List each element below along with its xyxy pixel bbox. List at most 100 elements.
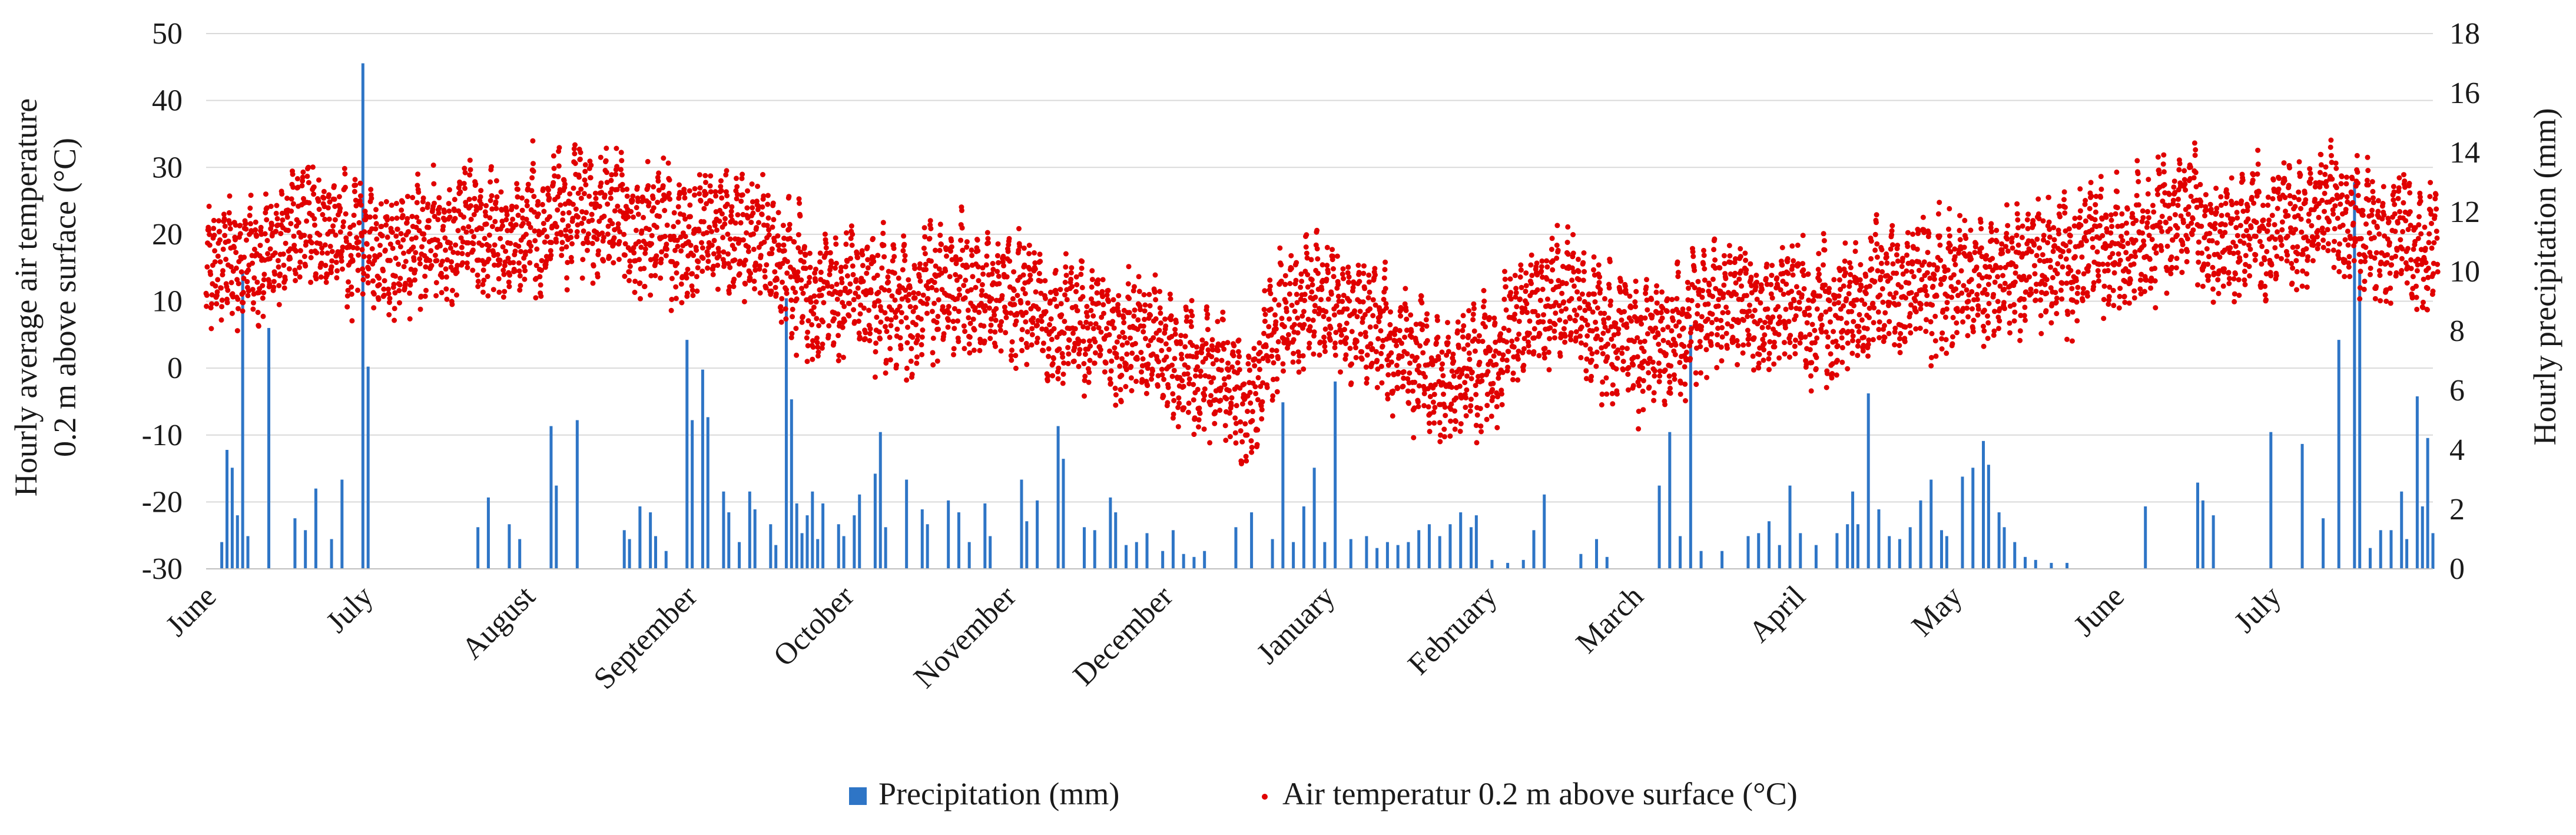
temp-point — [1343, 341, 1348, 346]
temp-point — [1925, 270, 1930, 276]
temperature-points — [204, 138, 2441, 467]
temp-point — [1903, 296, 1908, 301]
temp-point — [1951, 272, 1957, 277]
temp-point — [1797, 306, 1802, 312]
precip-bar — [1397, 545, 1400, 569]
temp-point — [1214, 357, 1219, 363]
precip-bar — [1192, 557, 1195, 569]
temp-point — [1650, 360, 1656, 365]
temp-point — [719, 196, 724, 201]
precipitation-bars — [220, 64, 2434, 569]
temp-point — [711, 251, 717, 257]
temp-point — [921, 293, 926, 298]
temp-point — [356, 268, 361, 273]
temp-point — [790, 314, 795, 319]
temp-point — [1976, 283, 1981, 289]
temp-point — [273, 250, 278, 256]
temp-point — [1600, 331, 1606, 336]
temp-point — [220, 297, 225, 303]
temp-point — [285, 214, 290, 220]
temp-point — [276, 264, 281, 270]
temp-point — [1311, 317, 1316, 323]
precip-bar — [220, 542, 223, 569]
temp-point — [1289, 303, 1295, 308]
temp-point — [742, 299, 747, 304]
temp-point — [1023, 310, 1029, 315]
temp-point — [1896, 301, 1901, 307]
temp-point — [1517, 296, 1523, 301]
temp-point — [662, 234, 668, 239]
temp-point — [1141, 356, 1146, 362]
temp-point — [1971, 318, 1977, 323]
temp-point — [583, 182, 588, 187]
temp-point — [1228, 434, 1233, 439]
temp-point — [515, 194, 520, 200]
temp-point — [921, 246, 927, 251]
temp-point — [481, 267, 486, 273]
temp-point — [868, 326, 873, 332]
temp-point — [1738, 246, 1743, 251]
temp-point — [1730, 334, 1736, 340]
temp-point — [1608, 299, 1613, 304]
temp-point — [1153, 297, 1158, 302]
temp-point — [1467, 357, 1472, 362]
temp-point — [1371, 297, 1376, 303]
temp-point — [1719, 325, 1725, 330]
temp-point — [513, 222, 519, 227]
precip-bar — [2416, 396, 2419, 569]
temp-point — [1258, 350, 1263, 355]
temp-point — [370, 279, 376, 284]
temp-point — [1447, 433, 1453, 439]
temp-point — [989, 271, 994, 277]
temp-point — [805, 330, 810, 335]
temp-point — [992, 313, 997, 318]
temp-point — [1295, 330, 1301, 336]
temp-point — [1410, 389, 1415, 394]
temp-point — [838, 265, 844, 270]
temp-point — [1166, 347, 1172, 352]
temp-point — [1001, 263, 1006, 269]
temp-point — [1645, 331, 1650, 336]
temp-point — [1943, 314, 1948, 320]
temp-point — [614, 146, 619, 151]
temp-point — [397, 276, 403, 281]
temp-point — [1834, 372, 1839, 377]
temp-point — [661, 183, 666, 188]
temp-point — [1038, 279, 1043, 284]
temp-point — [539, 258, 545, 263]
temp-point — [1607, 259, 1613, 264]
temp-point — [301, 233, 307, 238]
temp-point — [1859, 317, 1865, 323]
temp-point — [1702, 253, 1707, 258]
temp-point — [253, 227, 258, 233]
temp-point — [1366, 273, 1371, 278]
temp-point — [1176, 395, 1181, 400]
temp-point — [1668, 363, 1673, 369]
temp-point — [1877, 319, 1882, 324]
temp-point — [1341, 266, 1346, 271]
temp-point — [1463, 405, 1468, 410]
temp-point — [1887, 300, 1892, 305]
temp-point — [1443, 413, 1448, 418]
temp-point — [461, 214, 466, 220]
temp-point — [1545, 297, 1550, 302]
temp-point — [1212, 421, 1217, 426]
temp-point — [1004, 315, 1009, 320]
temp-point — [900, 267, 906, 273]
temp-point — [1470, 317, 1476, 322]
temp-point — [760, 204, 765, 210]
temp-point — [545, 234, 550, 240]
temp-point — [1148, 303, 1153, 309]
temp-point — [1853, 240, 1858, 246]
temp-point — [1328, 326, 1334, 331]
temp-point — [790, 307, 795, 312]
temp-point — [1821, 262, 1826, 267]
temp-point — [1915, 247, 1920, 252]
precip-bar — [236, 515, 239, 569]
temp-point — [877, 329, 882, 334]
temp-point — [1573, 318, 1578, 323]
temp-point — [1849, 351, 1855, 356]
temp-point — [437, 243, 443, 248]
temp-point — [1585, 322, 1590, 327]
temp-point — [745, 188, 750, 194]
